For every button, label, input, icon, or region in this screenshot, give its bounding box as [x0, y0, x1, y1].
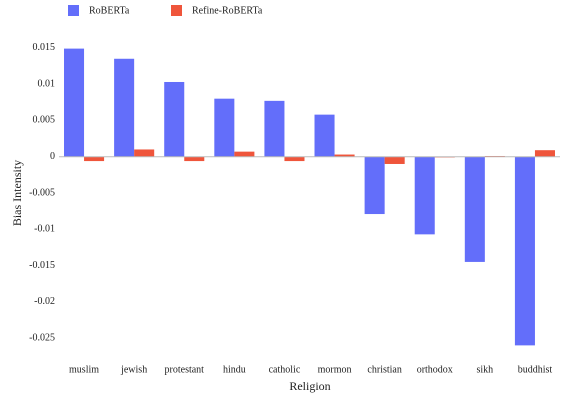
x-tick-label: sikh [477, 364, 494, 375]
bar [84, 156, 105, 162]
y-axis-title: Bias Intensity [10, 160, 24, 226]
x-tick-label: buddhist [518, 364, 553, 375]
bar [214, 98, 235, 157]
bar [364, 156, 385, 215]
y-tick-label: 0.015 [33, 42, 56, 53]
bar [464, 156, 485, 262]
x-tick-label: hindu [223, 364, 246, 375]
x-axis-title: Religion [289, 379, 330, 393]
bar [414, 156, 435, 235]
bar [314, 114, 335, 157]
bar [514, 156, 535, 346]
legend-swatch [171, 5, 182, 16]
legend-label: Refine-RoBERTa [192, 5, 263, 16]
x-tick-label: protestant [165, 364, 205, 375]
y-tick-label: -0.025 [29, 332, 55, 343]
bar [384, 156, 405, 164]
bar [134, 149, 155, 157]
bar [534, 150, 555, 157]
y-tick-label: -0.005 [29, 187, 55, 198]
x-tick-label: orthodox [417, 364, 453, 375]
x-tick-label: catholic [269, 364, 301, 375]
bar [184, 156, 205, 162]
x-tick-label: mormon [318, 364, 352, 375]
x-tick-label: muslim [69, 364, 99, 375]
y-tick-label: 0.01 [38, 78, 56, 89]
bar [264, 100, 285, 157]
bar [114, 58, 135, 157]
bar [334, 154, 355, 157]
legend-label: RoBERTa [89, 5, 130, 16]
y-tick-label: 0.005 [33, 115, 56, 126]
y-tick-label: -0.02 [34, 296, 55, 307]
y-tick-label: -0.015 [29, 260, 55, 271]
y-tick-label: -0.01 [34, 224, 55, 235]
x-tick-label: christian [367, 364, 401, 375]
legend-swatch [68, 5, 79, 16]
bar [234, 151, 255, 157]
bar [64, 48, 85, 157]
bar [164, 81, 185, 157]
x-tick-label: jewish [120, 364, 147, 375]
y-tick-label: 0 [50, 151, 55, 162]
bar [284, 156, 305, 162]
